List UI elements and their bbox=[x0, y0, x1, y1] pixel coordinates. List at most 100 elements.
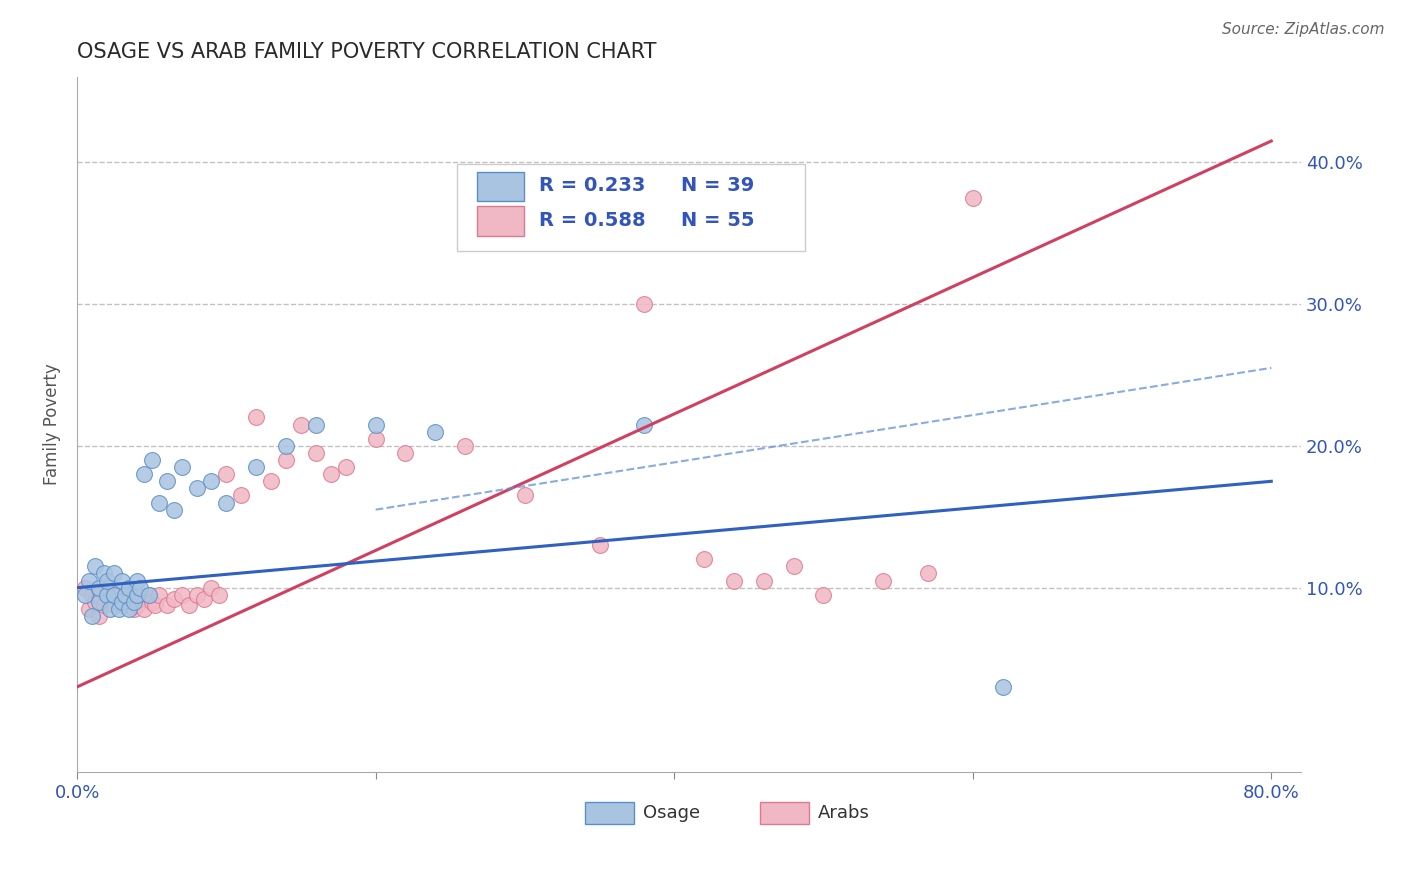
Point bbox=[103, 588, 125, 602]
Point bbox=[335, 460, 357, 475]
Point bbox=[111, 598, 134, 612]
Point bbox=[148, 495, 170, 509]
Point bbox=[156, 475, 179, 489]
Point bbox=[305, 417, 328, 432]
Point bbox=[80, 588, 103, 602]
Point bbox=[77, 602, 100, 616]
Point bbox=[752, 574, 775, 588]
Point bbox=[148, 588, 170, 602]
Text: R = 0.588: R = 0.588 bbox=[538, 211, 645, 230]
Point bbox=[89, 581, 111, 595]
Point bbox=[125, 574, 148, 588]
Text: Arabs: Arabs bbox=[818, 804, 869, 822]
Point bbox=[425, 425, 447, 439]
Point bbox=[513, 488, 536, 502]
Point bbox=[103, 598, 125, 612]
Point bbox=[141, 595, 163, 609]
Point bbox=[125, 598, 148, 612]
Point bbox=[962, 191, 984, 205]
Point bbox=[917, 566, 939, 581]
Point bbox=[98, 592, 121, 607]
Point bbox=[118, 588, 141, 602]
Point bbox=[77, 574, 100, 588]
Point bbox=[128, 581, 150, 595]
Point bbox=[245, 460, 267, 475]
Point bbox=[782, 559, 804, 574]
Point bbox=[156, 598, 179, 612]
Text: N = 55: N = 55 bbox=[681, 211, 754, 230]
Point bbox=[89, 588, 111, 602]
Point bbox=[118, 602, 141, 616]
Point bbox=[364, 417, 387, 432]
Point bbox=[186, 588, 208, 602]
Text: N = 39: N = 39 bbox=[681, 176, 754, 195]
Point bbox=[274, 453, 297, 467]
Point bbox=[103, 566, 125, 581]
Point bbox=[231, 488, 253, 502]
Point bbox=[588, 538, 610, 552]
Point bbox=[122, 595, 145, 609]
Point bbox=[128, 592, 150, 607]
Point bbox=[813, 588, 835, 602]
Text: R = 0.233: R = 0.233 bbox=[538, 176, 645, 195]
Point bbox=[200, 581, 222, 595]
Point bbox=[103, 588, 125, 602]
Point bbox=[122, 602, 145, 616]
Point bbox=[245, 410, 267, 425]
Point bbox=[208, 588, 231, 602]
Point bbox=[108, 602, 131, 616]
Point bbox=[125, 588, 148, 602]
Point bbox=[319, 467, 342, 482]
Point bbox=[108, 588, 131, 602]
FancyBboxPatch shape bbox=[761, 802, 808, 824]
Point bbox=[111, 574, 134, 588]
Point bbox=[170, 588, 193, 602]
Point bbox=[138, 588, 160, 602]
Point bbox=[394, 446, 416, 460]
Point bbox=[991, 680, 1014, 694]
FancyBboxPatch shape bbox=[478, 206, 524, 235]
Point bbox=[141, 453, 163, 467]
FancyBboxPatch shape bbox=[457, 164, 806, 251]
Text: Osage: Osage bbox=[643, 804, 700, 822]
Point bbox=[134, 602, 156, 616]
Point bbox=[114, 588, 136, 602]
Point bbox=[633, 417, 655, 432]
Point bbox=[193, 592, 215, 607]
FancyBboxPatch shape bbox=[585, 802, 634, 824]
Point bbox=[260, 475, 283, 489]
Text: OSAGE VS ARAB FAMILY POVERTY CORRELATION CHART: OSAGE VS ARAB FAMILY POVERTY CORRELATION… bbox=[77, 42, 657, 62]
Point bbox=[364, 432, 387, 446]
Point bbox=[96, 574, 118, 588]
Point bbox=[93, 566, 115, 581]
Point bbox=[163, 502, 186, 516]
Point bbox=[723, 574, 745, 588]
Point bbox=[93, 598, 115, 612]
FancyBboxPatch shape bbox=[478, 171, 524, 201]
Point bbox=[274, 439, 297, 453]
Point bbox=[96, 588, 118, 602]
Point bbox=[633, 297, 655, 311]
Point bbox=[138, 588, 160, 602]
Point bbox=[177, 598, 200, 612]
Point bbox=[134, 467, 156, 482]
Point bbox=[305, 446, 328, 460]
Point bbox=[163, 592, 186, 607]
Point bbox=[114, 592, 136, 607]
Point bbox=[96, 581, 118, 595]
Point bbox=[200, 475, 222, 489]
Point bbox=[186, 482, 208, 496]
Point bbox=[170, 460, 193, 475]
Point bbox=[73, 588, 96, 602]
Point bbox=[84, 595, 107, 609]
Point bbox=[693, 552, 716, 566]
Point bbox=[89, 609, 111, 624]
Point bbox=[73, 581, 96, 595]
Point bbox=[454, 439, 477, 453]
Point bbox=[84, 559, 107, 574]
Point bbox=[125, 588, 148, 602]
Point bbox=[290, 417, 312, 432]
Point bbox=[872, 574, 894, 588]
Point bbox=[80, 609, 103, 624]
Point bbox=[89, 595, 111, 609]
